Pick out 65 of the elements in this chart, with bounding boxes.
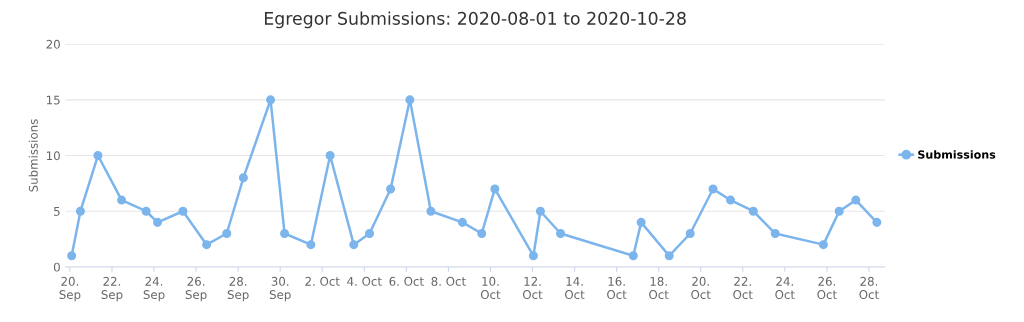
- point: [93, 151, 103, 161]
- x-tick-label: 6. Oct: [389, 276, 424, 286]
- point: [664, 251, 674, 261]
- point: [238, 173, 248, 183]
- point: [851, 195, 861, 205]
- point: [75, 206, 85, 216]
- x-tick-label: 14. Oct: [565, 277, 585, 300]
- x-tick-label: 10. Oct: [480, 276, 501, 300]
- point: [708, 184, 718, 194]
- x-tick-label: 28. Sep: [227, 276, 249, 302]
- y-tick-label: 15: [46, 95, 60, 105]
- point: [386, 184, 396, 194]
- point: [556, 228, 566, 239]
- x-tick-label: 8. Oct: [431, 276, 466, 286]
- legend-label: Submissions: [918, 150, 996, 159]
- point: [535, 206, 545, 216]
- point: [67, 251, 77, 261]
- point: [141, 206, 151, 216]
- x-tick-label: 2. Oct: [305, 276, 340, 286]
- x-tick-label: 20. Oct: [691, 276, 711, 300]
- point: [748, 206, 758, 216]
- point: [405, 95, 415, 105]
- point: [685, 228, 695, 239]
- point: [726, 195, 736, 205]
- point: [306, 240, 316, 250]
- point: [117, 195, 127, 205]
- x-tick-label: 12. Oct: [522, 276, 543, 300]
- y-tick-label: 5: [54, 207, 60, 216]
- x-tick-label: 24. Oct: [775, 276, 795, 300]
- point: [266, 95, 276, 105]
- y-tick-label: 20: [46, 39, 60, 49]
- point: [325, 151, 335, 161]
- x-tick-label: 26. Sep: [185, 276, 207, 302]
- point: [457, 217, 467, 227]
- x-tick-label: 22. Sep: [101, 276, 123, 302]
- point: [349, 240, 359, 250]
- x-tick-label: 16. Oct: [607, 276, 627, 300]
- y-tick-label: 10: [46, 151, 60, 161]
- x-tick-label: 26. Oct: [817, 276, 837, 300]
- point: [834, 206, 844, 216]
- point: [872, 217, 882, 227]
- point: [426, 206, 436, 216]
- x-tick-label: 4. Oct: [347, 276, 382, 286]
- point: [202, 240, 212, 250]
- point: [818, 240, 828, 250]
- point: [628, 251, 638, 261]
- point: [153, 217, 163, 227]
- point: [365, 228, 375, 239]
- point: [222, 228, 232, 239]
- y-tick-label: 0: [53, 262, 60, 272]
- x-tick-label: 18. Oct: [649, 276, 669, 300]
- point: [178, 206, 188, 216]
- x-tick-label: 28. Oct: [859, 276, 879, 300]
- x-tick-label: 30. Sep: [269, 276, 291, 302]
- point: [477, 228, 487, 239]
- point: [636, 217, 646, 227]
- point: [280, 228, 290, 239]
- point: [490, 184, 500, 194]
- x-tick-label: 24. Sep: [143, 276, 165, 302]
- chart-title: Egregor Submissions: 2020-08-01 to 2020-10-28: [264, 11, 686, 29]
- x-tick-label: 20. Sep: [59, 276, 81, 302]
- point: [528, 251, 538, 261]
- x-tick-label: 22. Oct: [733, 276, 753, 300]
- y-axis-title: Submissions: [28, 119, 38, 192]
- point: [770, 228, 780, 239]
